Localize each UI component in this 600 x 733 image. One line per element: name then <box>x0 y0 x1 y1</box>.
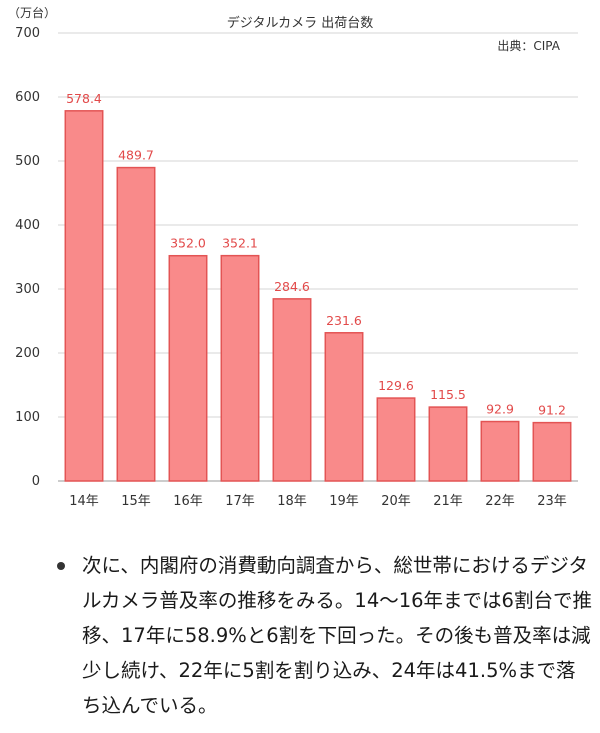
y-tick-label: 500 <box>15 154 40 169</box>
x-tick-label: 16年 <box>173 494 203 509</box>
y-tick-label: 300 <box>15 282 40 297</box>
x-tick-label: 22年 <box>485 494 515 509</box>
y-tick-label: 400 <box>15 218 40 233</box>
x-tick-label: 23年 <box>537 494 567 509</box>
value-label: 92.9 <box>486 402 514 417</box>
x-tick-label: 20年 <box>381 494 411 509</box>
value-label: 284.6 <box>274 279 310 294</box>
bullet-text: 次に、内閣府の消費動向調査から、総世帯におけるデジタルカメラ普及率の推移をみる。… <box>82 554 592 717</box>
chart-source: 出典：CIPA <box>497 39 560 53</box>
value-label: 489.7 <box>118 148 154 163</box>
value-label: 231.6 <box>326 313 362 328</box>
x-axis-labels: 14年 15年 16年 17年 18年 19年 20年 21年 22年 23年 <box>69 494 567 509</box>
bar <box>116 166 156 482</box>
bar-chart: （万台） デジタルカメラ 出荷台数 出典：CIPA 0 100 200 300 400 5… <box>8 5 578 509</box>
bar <box>220 254 260 482</box>
y-axis-ticks: 0 100 200 300 400 500 600 700 <box>15 26 40 489</box>
bar <box>272 298 312 482</box>
value-label: 91.2 <box>538 403 566 418</box>
bar <box>324 332 364 482</box>
value-label: 352.0 <box>170 236 206 251</box>
bullet-dot <box>57 562 65 570</box>
x-tick-label: 15年 <box>121 494 151 509</box>
bar <box>376 397 416 482</box>
bar <box>428 406 468 482</box>
chart-title: デジタルカメラ 出荷台数 <box>227 15 373 31</box>
bar <box>480 420 520 482</box>
value-label: 115.5 <box>430 387 466 402</box>
bar <box>168 254 208 482</box>
value-label: 578.4 <box>66 91 102 106</box>
y-axis-unit-label: （万台） <box>8 5 56 20</box>
y-tick-label: 600 <box>15 90 40 105</box>
x-tick-label: 21年 <box>433 494 463 509</box>
bar <box>64 110 104 482</box>
value-label: 129.6 <box>378 378 414 393</box>
bars <box>64 110 572 482</box>
x-tick-label: 17年 <box>225 494 255 509</box>
x-tick-label: 18年 <box>277 494 307 509</box>
bar <box>532 421 572 482</box>
x-tick-label: 19年 <box>329 494 359 509</box>
y-tick-label: 100 <box>15 410 40 425</box>
x-tick-label: 14年 <box>69 494 99 509</box>
value-label: 352.1 <box>222 236 258 251</box>
y-tick-label: 0 <box>32 474 40 489</box>
y-tick-label: 700 <box>15 26 40 41</box>
y-tick-label: 200 <box>15 346 40 361</box>
value-labels: 578.4 489.7 352.0 352.1 284.6 231.6 129.6 115.5… <box>66 91 566 418</box>
